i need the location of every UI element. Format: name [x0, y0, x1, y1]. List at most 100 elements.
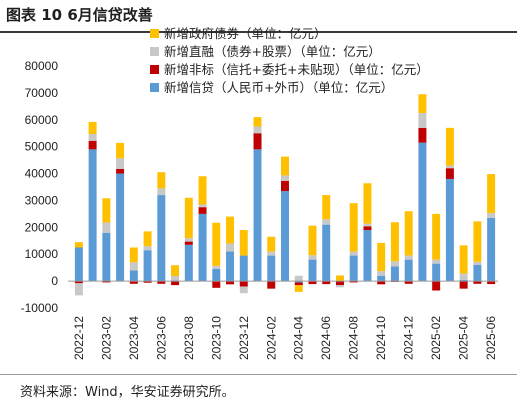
bar-segment-2024-07-s1: [335, 281, 344, 286]
bar-segment-2024-01-s1: [253, 133, 262, 150]
bar-segment-2024-11-s2: [390, 261, 399, 267]
bar-segment-2025-06-s3: [487, 174, 496, 214]
bar-segment-2023-06-s1: [157, 281, 166, 284]
y-tick-label: 0: [51, 274, 58, 288]
bar-segment-2023-10-s0: [212, 269, 221, 282]
bar-segment-2024-07-s2: [335, 285, 344, 288]
bar-segment-2023-08-s2: [184, 238, 193, 242]
bar-segment-2023-10-s2: [212, 265, 221, 270]
x-tick-label: 2023-08: [182, 316, 196, 360]
bar-segment-2024-09-s2: [363, 223, 372, 227]
bar-segment-2023-04-s0: [129, 270, 138, 282]
bar-segment-2024-03-s1: [281, 180, 289, 192]
bar-segment-2024-06-s3: [322, 195, 331, 220]
footer-divider: [0, 374, 517, 375]
bar-segment-2025-02-s1: [432, 281, 441, 291]
bar-segment-2023-05-s0: [143, 250, 152, 282]
bar-segment-2024-02-s0: [267, 255, 276, 282]
x-axis-ticks: 2022-12 2023-02 2023-04 2023-06 2023-08 2023-…: [72, 316, 498, 360]
bar-segment-2023-05-s1: [143, 281, 152, 283]
bar-segment-2023-11-s1: [226, 281, 235, 285]
y-tick-label: 20000: [25, 220, 59, 234]
bar-segment-2024-04-s0: [294, 281, 303, 283]
bar-segment-2024-05-s1: [308, 281, 317, 285]
bar-segment-2023-05-s2: [143, 246, 152, 251]
bar-segment-2025-05-s3: [473, 221, 482, 262]
legend-label: 新增信贷（人民币+外币）（单位：亿元）: [164, 80, 393, 95]
bar-segment-2024-08-s1: [349, 281, 358, 283]
legend-swatch: [150, 83, 159, 92]
bar-segment-2024-08-s2: [349, 251, 358, 256]
x-tick-label: 2025-06: [484, 316, 498, 360]
bar-segment-2023-11-s3: [226, 216, 235, 244]
bar-segment-2023-01-s0: [88, 149, 97, 282]
y-tick-label: 40000: [25, 167, 59, 181]
bar-segment-2024-03-s2: [281, 175, 289, 181]
legend-label: 新增政府债券（单位：亿元）: [164, 26, 327, 41]
bar-segment-2023-11-s0: [226, 251, 235, 282]
bar-segment-2025-01-s2: [418, 113, 427, 128]
bar-segment-2023-03-s1: [116, 168, 125, 174]
bar-segment-2025-02-s3: [432, 213, 441, 260]
bar-segment-2023-02-s3: [102, 198, 111, 223]
bar-segment-2024-09-s1: [363, 226, 372, 231]
bar-segment-2024-12-s3: [404, 211, 413, 256]
bar-segment-2024-01-s2: [253, 126, 262, 134]
bars: [74, 94, 496, 296]
bar-segment-2024-09-s3: [363, 183, 372, 224]
bar-segment-2023-07-s2: [171, 276, 180, 281]
bar-segment-2023-08-s1: [184, 241, 193, 245]
bar-segment-2023-03-s3: [116, 142, 125, 159]
x-tick-label: 2024-04: [292, 316, 306, 360]
bar-segment-2023-06-s3: [157, 172, 166, 189]
bar-segment-2025-02-s2: [432, 259, 441, 264]
bar-segment-2024-01-s0: [253, 149, 262, 282]
bar-segment-2022-12-s3: [74, 242, 83, 248]
bar-segment-2022-12-s2: [74, 283, 83, 296]
bar-segment-2024-12-s2: [404, 255, 413, 260]
y-tick-label: 60000: [25, 113, 59, 127]
bar-segment-2024-10-s2: [377, 271, 386, 276]
bar-segment-2024-03-s0: [281, 191, 289, 282]
bar-segment-2024-10-s0: [377, 275, 386, 282]
bar-segment-2023-04-s1: [129, 281, 138, 284]
bar-segment-2023-09-s1: [198, 207, 207, 214]
y-tick-label: 70000: [25, 86, 59, 100]
bar-segment-2024-01-s3: [253, 117, 262, 127]
bar-segment-2025-05-s1: [473, 281, 482, 284]
bar-segment-2023-01-s2: [88, 134, 97, 141]
bar-segment-2023-07-s1: [171, 281, 180, 286]
bar-segment-2024-04-s3: [294, 285, 303, 292]
bar-segment-2024-04-s2: [294, 275, 303, 282]
bar-segment-2022-12-s0: [74, 247, 83, 282]
title-divider: [0, 31, 517, 33]
bar-segment-2024-05-s3: [308, 225, 317, 256]
y-tick-label: 10000: [25, 247, 59, 261]
x-tick-label: 2024-06: [319, 316, 333, 360]
bar-segment-2024-05-s2: [308, 255, 317, 260]
bar-segment-2023-05-s3: [143, 231, 152, 247]
legend: 新增政府债券（单位：亿元） 新增直融（债券+股票）（单位：亿元） 新增非标（信托+委…: [150, 26, 429, 95]
bar-segment-2025-03-s1: [445, 168, 454, 179]
bar-segment-2024-12-s0: [404, 259, 413, 282]
bar-segment-2023-04-s2: [129, 262, 138, 271]
x-tick-label: 2023-04: [127, 316, 141, 360]
x-tick-label: 2024-08: [347, 316, 361, 360]
bar-segment-2023-03-s2: [116, 158, 125, 169]
x-tick-label: 2025-02: [429, 316, 443, 360]
bar-segment-2023-03-s0: [116, 173, 125, 282]
bar-segment-2025-05-s0: [473, 264, 482, 282]
bar-segment-2025-04-s2: [459, 273, 468, 280]
bar-segment-2025-01-s1: [418, 127, 427, 143]
bar-segment-2023-10-s3: [212, 222, 221, 266]
bar-segment-2023-07-s3: [171, 265, 180, 277]
y-tick-label: -10000: [21, 301, 59, 315]
x-tick-label: 2023-06: [154, 316, 168, 360]
bar-segment-2023-12-s2: [239, 286, 248, 294]
legend-swatch: [150, 29, 159, 38]
legend-label: 新增非标（信托+委托+未贴现）（单位：亿元）: [164, 62, 429, 77]
bar-segment-2023-12-s1: [239, 281, 248, 287]
bar-segment-2024-02-s3: [267, 236, 276, 252]
bar-segment-2025-04-s1: [459, 281, 468, 289]
bar-segment-2023-09-s2: [198, 204, 207, 208]
